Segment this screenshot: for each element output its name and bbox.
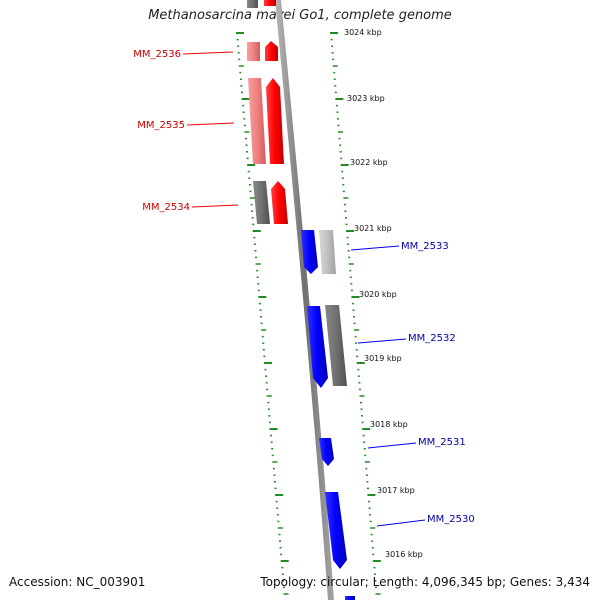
gene-label-mm2536: MM_2536 (133, 49, 181, 60)
scale-label-3018: 3018 kbp (370, 420, 408, 429)
gene-arrow-mm2534 (271, 181, 288, 224)
accession-text: Accession: NC_003901 (9, 575, 146, 589)
gene-label-mm2535: MM_2535 (137, 120, 185, 131)
gene-block-mm2536-a (247, 42, 260, 61)
scale-label-3016: 3016 kbp (385, 550, 423, 559)
leader-line-mm2536 (182, 51, 234, 55)
gene-block-mm2532-b (325, 305, 347, 386)
scale-label-3024: 3024 kbp (344, 28, 382, 37)
scale-label-3023: 3023 kbp (347, 94, 385, 103)
gene-arrow-mm2532 (307, 306, 328, 388)
gene-arrow-mm2530 (325, 492, 347, 569)
leader-line-mm2531 (367, 442, 417, 449)
leader-line-mm2532 (357, 338, 407, 344)
left-tick-track (236, 32, 289, 595)
leader-line-mm2534 (191, 204, 239, 208)
scale-label-3020: 3020 kbp (359, 290, 397, 299)
scale-label-3019: 3019 kbp (364, 354, 402, 363)
gene-label-mm2530: MM_2530 (427, 514, 475, 525)
gene-arrow-mm2531 (319, 438, 334, 466)
genome-backbone (275, 0, 334, 600)
gene-block-mm2534-a (253, 181, 270, 224)
scale-label-3021: 3021 kbp (354, 224, 392, 233)
gene-block-mm2535-a (248, 78, 266, 164)
leader-line-mm2530 (376, 519, 426, 527)
gene-arrow-mm2535 (266, 78, 284, 164)
gene-label-mm2534: MM_2534 (142, 202, 190, 213)
genome-summary-text: Topology: circular; Length: 4,096,345 bp… (260, 575, 590, 589)
gene-block-top-red (264, 0, 276, 6)
scale-label-3017: 3017 kbp (377, 486, 415, 495)
gene-label-mm2531: MM_2531 (418, 437, 466, 448)
gene-block-top-grey (247, 0, 258, 8)
gene-arrow-mm2533 (301, 230, 318, 274)
right-tick-track (330, 32, 381, 595)
gene-label-mm2533: MM_2533 (401, 241, 449, 252)
genome-title: Methanosarcina mazei Go1, complete genom… (148, 8, 452, 23)
gene-block-bottom-blue (345, 596, 355, 600)
leader-line-mm2533 (350, 245, 400, 251)
gene-block-mm2533-b (319, 230, 336, 274)
leader-line-mm2535 (186, 122, 235, 126)
gene-label-mm2532: MM_2532 (408, 333, 456, 344)
scale-label-3022: 3022 kbp (350, 158, 388, 167)
gene-arrow-mm2536 (265, 41, 278, 61)
